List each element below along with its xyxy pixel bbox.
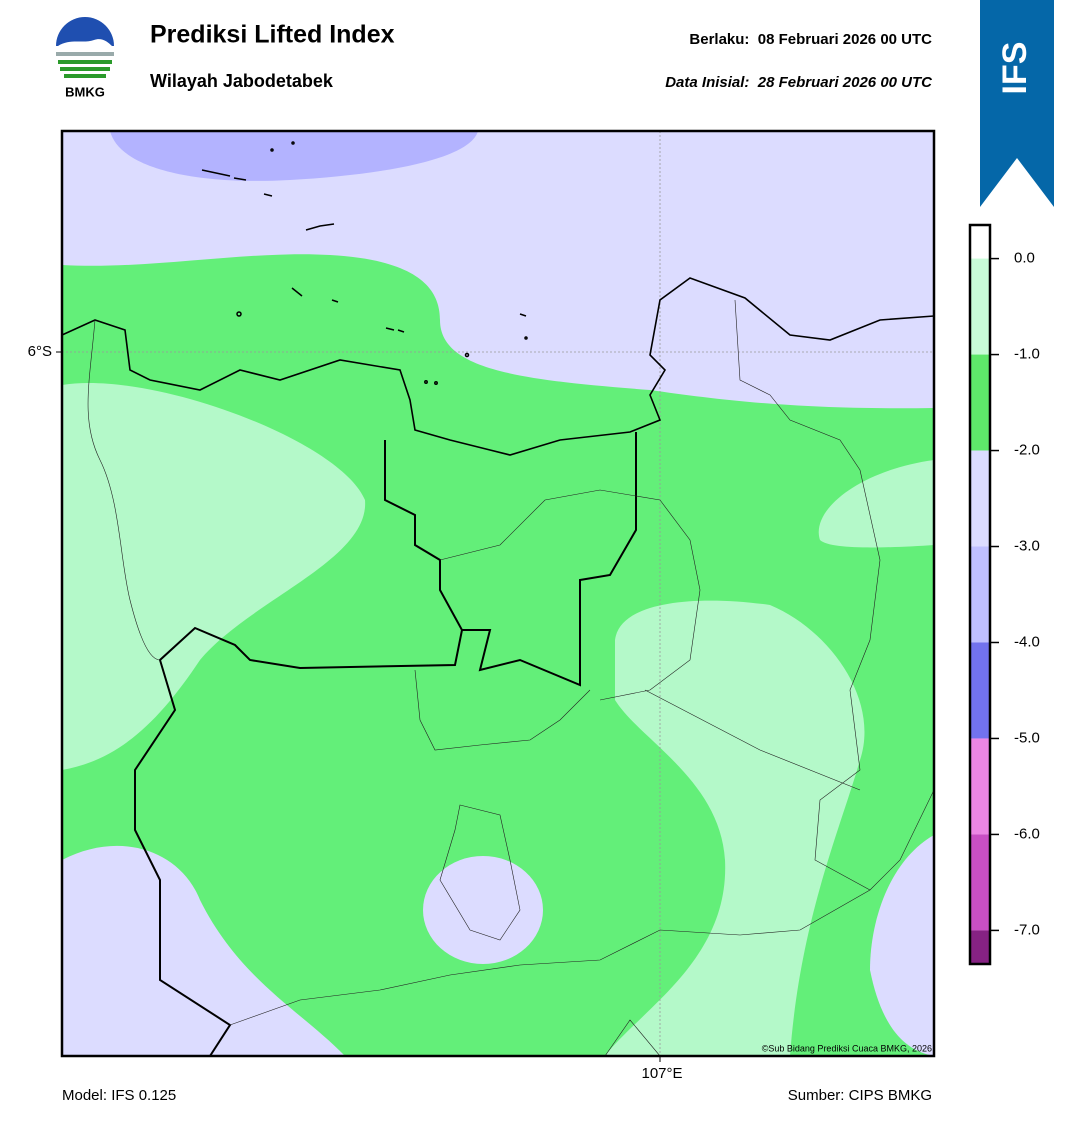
valid-time: Berlaku: 08 Februari 2026 00 UTC bbox=[689, 31, 932, 48]
colorbar-segment bbox=[970, 930, 990, 964]
init-time: Data Inisial: 28 Februari 2026 00 UTC bbox=[665, 74, 933, 91]
colorbar-segment bbox=[970, 225, 990, 259]
colorbar-tick-label: -4.0 bbox=[1014, 633, 1040, 650]
colorbar-segment bbox=[970, 450, 990, 547]
source-label: Sumber: CIPS BMKG bbox=[788, 1087, 932, 1104]
colorbar-tick-label: -1.0 bbox=[1014, 346, 1040, 363]
lon-label: 107°E bbox=[641, 1065, 682, 1082]
lat-label: 6°S bbox=[28, 343, 52, 360]
colorbar: 0.0 -1.0 -2.0 -3.0 -4.0 -5.0 -6.0 -7.0 bbox=[968, 223, 1040, 966]
badge: IFS bbox=[980, 0, 1054, 207]
credit: ©Sub Bidang Prediksi Cuaca BMKG, 2026 bbox=[762, 1043, 932, 1053]
badge-text: IFS bbox=[996, 42, 1034, 95]
map: ©Sub Bidang Prediksi Cuaca BMKG, 2026 bbox=[62, 131, 934, 1056]
colorbar-frame bbox=[968, 223, 992, 966]
model-label: Model: IFS 0.125 bbox=[62, 1087, 176, 1104]
colorbar-tick-label: 0.0 bbox=[1014, 250, 1035, 267]
colorbar-segment bbox=[970, 546, 990, 643]
colorbar-segment bbox=[970, 738, 990, 835]
title: Prediksi Lifted Index bbox=[150, 21, 395, 49]
colorbar-tick-label: -5.0 bbox=[1014, 729, 1040, 746]
logo: BMKG bbox=[56, 17, 114, 99]
subtitle: Wilayah Jabodetabek bbox=[150, 71, 334, 91]
map-frame bbox=[60, 129, 936, 1058]
colorbar-segment bbox=[970, 354, 990, 451]
colorbar-tick-label: -3.0 bbox=[1014, 537, 1040, 554]
colorbar-segment bbox=[970, 834, 990, 931]
colorbar-tick-label: -7.0 bbox=[1014, 921, 1040, 938]
logo-text: BMKG bbox=[65, 84, 105, 99]
colorbar-tick-label: -6.0 bbox=[1014, 825, 1040, 842]
colorbar-segment bbox=[970, 258, 990, 355]
colorbar-tick-label: -2.0 bbox=[1014, 442, 1040, 459]
colorbar-segment bbox=[970, 642, 990, 739]
